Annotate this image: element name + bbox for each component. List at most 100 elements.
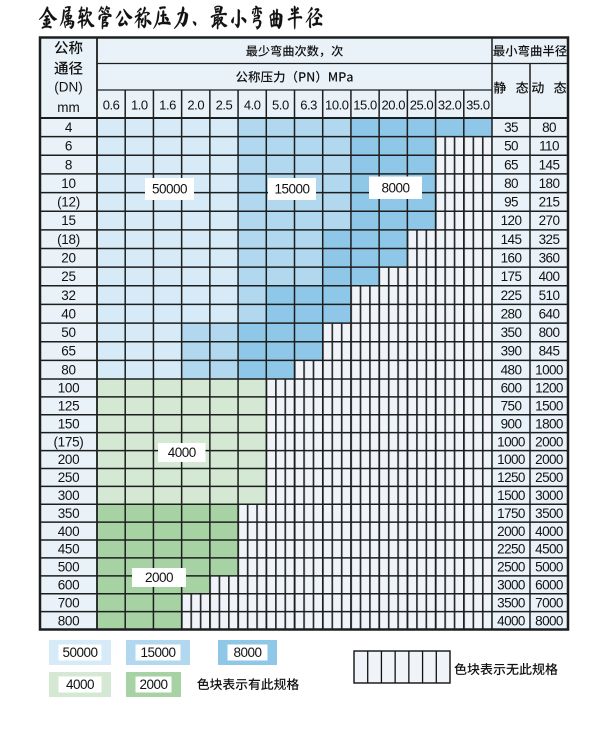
svg-text:510: 510 <box>539 288 560 303</box>
svg-text:2250: 2250 <box>497 542 525 557</box>
svg-text:640: 640 <box>539 306 560 321</box>
svg-text:450: 450 <box>58 542 80 557</box>
svg-text:4000: 4000 <box>66 677 94 692</box>
svg-text:95: 95 <box>504 195 518 210</box>
svg-text:80: 80 <box>61 362 75 377</box>
svg-text:110: 110 <box>539 139 559 154</box>
svg-text:100: 100 <box>58 381 80 396</box>
svg-text:8000: 8000 <box>381 180 409 195</box>
svg-text:845: 845 <box>539 344 560 359</box>
svg-text:80: 80 <box>504 176 518 191</box>
svg-text:0.6: 0.6 <box>103 98 120 113</box>
svg-text:180: 180 <box>539 176 560 191</box>
svg-text:700: 700 <box>58 595 80 610</box>
svg-text:1000: 1000 <box>535 362 563 377</box>
svg-text:8: 8 <box>65 157 72 172</box>
svg-text:600: 600 <box>501 381 522 396</box>
svg-text:(12): (12) <box>57 195 80 210</box>
svg-text:500: 500 <box>58 560 80 575</box>
svg-text:145: 145 <box>501 232 522 247</box>
svg-text:150: 150 <box>58 416 80 431</box>
svg-text:2000: 2000 <box>535 452 563 467</box>
svg-text:4.0: 4.0 <box>244 98 261 113</box>
svg-text:5.0: 5.0 <box>272 98 289 113</box>
svg-text:360: 360 <box>539 251 560 266</box>
svg-text:65: 65 <box>504 157 518 172</box>
svg-text:20: 20 <box>61 251 75 266</box>
svg-text:15.0: 15.0 <box>353 98 377 113</box>
svg-text:1.6: 1.6 <box>159 98 176 113</box>
svg-text:4000: 4000 <box>535 524 563 539</box>
svg-text:(18): (18) <box>57 232 80 247</box>
svg-text:3500: 3500 <box>535 506 563 521</box>
svg-text:3500: 3500 <box>497 595 525 610</box>
svg-text:25: 25 <box>61 269 75 284</box>
svg-text:250: 250 <box>58 470 80 485</box>
svg-text:300: 300 <box>58 488 80 503</box>
svg-text:7000: 7000 <box>535 595 563 610</box>
svg-text:25.0: 25.0 <box>410 98 434 113</box>
svg-text:50000: 50000 <box>62 645 97 660</box>
svg-text:1250: 1250 <box>497 470 525 485</box>
svg-text:800: 800 <box>539 325 560 340</box>
svg-text:15: 15 <box>61 213 75 228</box>
svg-text:2000: 2000 <box>145 570 173 585</box>
svg-text:35.0: 35.0 <box>466 98 490 113</box>
svg-text:5000: 5000 <box>535 560 563 575</box>
svg-text:8000: 8000 <box>535 613 563 628</box>
svg-text:(DN): (DN) <box>54 80 83 95</box>
svg-text:2500: 2500 <box>535 470 563 485</box>
svg-text:175: 175 <box>501 269 522 284</box>
svg-text:2.5: 2.5 <box>216 98 233 113</box>
svg-text:8000: 8000 <box>233 645 261 660</box>
svg-text:10: 10 <box>61 176 75 191</box>
svg-text:160: 160 <box>501 251 522 266</box>
svg-text:4000: 4000 <box>497 613 525 628</box>
svg-text:280: 280 <box>501 306 522 321</box>
svg-text:mm: mm <box>57 100 80 115</box>
svg-text:6.3: 6.3 <box>300 98 317 113</box>
svg-text:50: 50 <box>61 325 75 340</box>
svg-text:2000: 2000 <box>497 524 525 539</box>
svg-text:1000: 1000 <box>497 452 525 467</box>
svg-text:1500: 1500 <box>535 399 563 414</box>
svg-text:480: 480 <box>501 362 522 377</box>
svg-text:6000: 6000 <box>535 577 563 592</box>
svg-text:400: 400 <box>58 524 80 539</box>
svg-text:400: 400 <box>539 269 560 284</box>
svg-text:2000: 2000 <box>535 434 563 449</box>
svg-text:350: 350 <box>58 506 80 521</box>
svg-text:120: 120 <box>501 213 522 228</box>
svg-text:225: 225 <box>501 288 522 303</box>
svg-text:390: 390 <box>501 344 522 359</box>
svg-text:200: 200 <box>58 452 80 467</box>
svg-text:50000: 50000 <box>152 182 187 197</box>
svg-text:15000: 15000 <box>140 645 175 660</box>
svg-text:50: 50 <box>504 139 518 154</box>
svg-text:40: 40 <box>61 306 75 321</box>
svg-text:1500: 1500 <box>497 488 525 503</box>
svg-text:2500: 2500 <box>497 560 525 575</box>
svg-text:800: 800 <box>58 613 80 628</box>
svg-text:35: 35 <box>504 120 518 135</box>
svg-text:600: 600 <box>58 577 80 592</box>
svg-text:125: 125 <box>58 399 80 414</box>
svg-text:750: 750 <box>501 399 522 414</box>
svg-text:10.0: 10.0 <box>325 98 349 113</box>
svg-text:2.0: 2.0 <box>187 98 204 113</box>
svg-text:15000: 15000 <box>274 182 309 197</box>
svg-text:1200: 1200 <box>535 381 563 396</box>
svg-text:350: 350 <box>501 325 522 340</box>
svg-text:1000: 1000 <box>497 434 525 449</box>
svg-text:215: 215 <box>539 195 560 210</box>
svg-text:32.0: 32.0 <box>438 98 462 113</box>
svg-text:20.0: 20.0 <box>381 98 405 113</box>
svg-text:65: 65 <box>61 344 75 359</box>
svg-text:32: 32 <box>61 288 75 303</box>
svg-text:325: 325 <box>539 232 560 247</box>
svg-text:4: 4 <box>65 120 73 135</box>
svg-text:4000: 4000 <box>168 445 196 460</box>
svg-text:900: 900 <box>501 416 522 431</box>
svg-text:270: 270 <box>539 213 560 228</box>
svg-text:1.0: 1.0 <box>131 98 148 113</box>
